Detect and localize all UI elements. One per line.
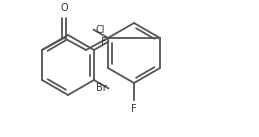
Text: F: F	[131, 103, 137, 113]
Text: Br: Br	[96, 83, 107, 93]
Text: Cl: Cl	[95, 25, 105, 35]
Text: F: F	[101, 37, 107, 47]
Text: O: O	[60, 3, 68, 13]
